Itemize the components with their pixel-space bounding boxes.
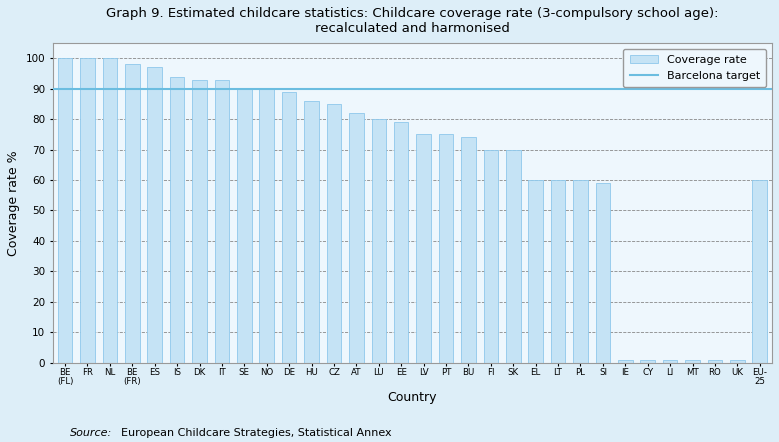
Bar (125, 65, 139, 363)
Bar (237, 89, 252, 363)
Bar (506, 149, 520, 363)
Bar (372, 119, 386, 363)
Bar (461, 137, 476, 363)
Bar (573, 180, 587, 363)
Bar (147, 68, 162, 363)
Bar (326, 104, 341, 363)
Bar (484, 149, 498, 363)
Bar (596, 183, 610, 363)
Title: Graph 9. Estimated childcare statistics: Childcare coverage rate (3-compulsory s: Graph 9. Estimated childcare statistics:… (106, 7, 719, 35)
Bar (170, 76, 185, 363)
Bar (551, 180, 566, 363)
Bar (618, 360, 633, 363)
Bar (215, 80, 229, 363)
Bar (259, 89, 274, 363)
Y-axis label: Coverage rate %: Coverage rate % (7, 150, 20, 255)
Bar (686, 360, 700, 363)
Bar (394, 122, 408, 363)
Bar (349, 113, 364, 363)
Bar (707, 360, 722, 363)
Bar (192, 80, 206, 363)
Bar (282, 92, 297, 363)
Bar (640, 360, 655, 363)
Text: Source:: Source: (70, 427, 112, 438)
Bar (528, 180, 543, 363)
Bar (103, 58, 117, 363)
Legend: Coverage rate, Barcelona target: Coverage rate, Barcelona target (623, 49, 767, 88)
Bar (58, 58, 72, 363)
Text: European Childcare Strategies, Statistical Annex: European Childcare Strategies, Statistic… (121, 427, 391, 438)
Bar (80, 58, 95, 363)
Bar (416, 134, 431, 363)
Bar (730, 360, 745, 363)
Bar (663, 360, 678, 363)
X-axis label: Country: Country (388, 391, 437, 404)
Bar (305, 101, 319, 363)
Bar (753, 180, 767, 363)
Bar (439, 134, 453, 363)
